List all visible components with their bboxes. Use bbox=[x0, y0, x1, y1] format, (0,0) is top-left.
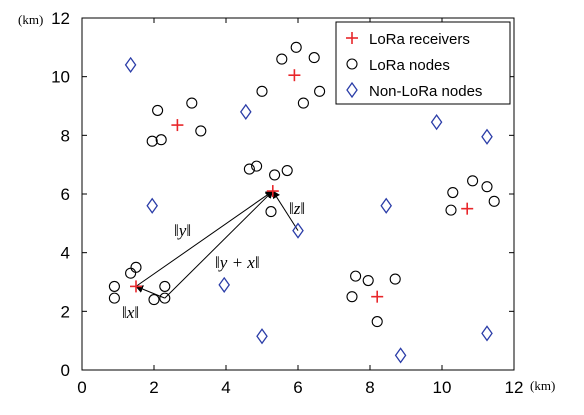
vector-arrow-y bbox=[135, 190, 274, 287]
y-tick-label: 4 bbox=[61, 244, 70, 263]
non-lora-node-point bbox=[256, 328, 268, 345]
lora-node-point bbox=[243, 163, 255, 175]
y-tick-label: 10 bbox=[51, 68, 70, 87]
lora-node-point bbox=[265, 206, 277, 218]
annotation-norm-x: ‖x‖ bbox=[122, 303, 139, 322]
lora-node-point bbox=[467, 175, 479, 187]
y-tick-label: 0 bbox=[61, 361, 70, 380]
non-lora-node-point bbox=[481, 325, 493, 342]
non-lora-node-point bbox=[481, 128, 493, 145]
lora-receiver-point bbox=[171, 119, 184, 132]
non-lora-node-point bbox=[292, 222, 304, 239]
annotation-norm-y-plus-x: ‖y + x‖ bbox=[215, 253, 260, 272]
lora-node-point bbox=[276, 53, 288, 65]
lora-node-point bbox=[481, 181, 493, 193]
lora-node-point bbox=[488, 195, 500, 207]
y-unit-label: (km) bbox=[18, 12, 43, 27]
annotation-norm-z: ‖z‖ bbox=[289, 199, 305, 218]
y-ticks: 0 2 4 6 8 10 12 bbox=[51, 9, 514, 380]
lora-node-point bbox=[350, 270, 362, 282]
non-lora-node-point bbox=[240, 103, 252, 120]
lora-node-point bbox=[256, 85, 268, 97]
legend-label-lora-nodes: LoRa nodes bbox=[369, 57, 450, 74]
lora-node-point bbox=[108, 292, 120, 304]
lora-node-point bbox=[346, 291, 358, 303]
non-lora-node-point bbox=[146, 197, 158, 214]
lora-node-point bbox=[445, 204, 457, 216]
lora-node-point bbox=[148, 294, 160, 306]
lora-receiver-point bbox=[130, 280, 142, 293]
non-lora-node-point bbox=[124, 56, 137, 74]
x-tick-label: 2 bbox=[149, 378, 158, 397]
lora-node-point bbox=[308, 52, 320, 64]
y-tick-label: 12 bbox=[51, 9, 70, 28]
lora-node-point bbox=[152, 104, 164, 116]
x-tick-label: 12 bbox=[505, 378, 524, 397]
x-unit-label: (km) bbox=[530, 378, 555, 393]
lora-node-point bbox=[146, 135, 158, 147]
non-lora-node-point bbox=[380, 197, 392, 214]
x-tick-label: 10 bbox=[433, 378, 452, 397]
lora-node-point bbox=[297, 97, 309, 109]
lora-receiver-point bbox=[266, 185, 279, 198]
lora-node-point bbox=[314, 85, 326, 97]
x-tick-label: 0 bbox=[77, 378, 86, 397]
lora-node-point bbox=[389, 273, 401, 285]
lora-node-point bbox=[159, 292, 171, 304]
legend-marker-lora-node-point bbox=[346, 58, 358, 70]
non-lora-node-point bbox=[218, 276, 230, 294]
lora-node-point bbox=[155, 134, 167, 146]
lora-node-point bbox=[108, 280, 120, 292]
lora-node-point bbox=[186, 97, 198, 109]
data-points bbox=[108, 41, 500, 364]
legend: LoRa receivers LoRa nodes Non-LoRa nodes bbox=[335, 21, 511, 105]
vector-arrow-y_plus_x bbox=[164, 190, 274, 299]
lora-node-point bbox=[251, 160, 263, 172]
legend-box bbox=[335, 21, 511, 105]
lora-node-point bbox=[195, 125, 207, 137]
legend-label-non-lora-nodes: Non-LoRa nodes bbox=[369, 83, 482, 100]
y-tick-label: 8 bbox=[61, 126, 70, 145]
annotation-norm-y: ‖y‖ bbox=[174, 221, 191, 240]
x-tick-label: 6 bbox=[293, 378, 302, 397]
lora-receiver-point bbox=[288, 69, 301, 82]
legend-marker-non-lora-node-point bbox=[346, 81, 358, 99]
vector-arrow-z bbox=[272, 190, 299, 231]
non-lora-node-point bbox=[394, 347, 407, 364]
non-lora-node-point bbox=[430, 114, 443, 131]
legend-marker-lora-receiver-point bbox=[346, 32, 358, 44]
lora-receiver-point bbox=[461, 202, 474, 215]
lora-node-point bbox=[290, 41, 302, 53]
x-tick-label: 8 bbox=[365, 378, 374, 397]
lora-node-point bbox=[269, 169, 281, 181]
legend-markers bbox=[346, 32, 358, 99]
legend-label-receivers: LoRa receivers bbox=[369, 31, 470, 48]
lora-node-point bbox=[125, 267, 137, 279]
lora-node-point bbox=[371, 316, 383, 328]
lora-node-point bbox=[447, 186, 459, 199]
lora-node-point bbox=[159, 280, 171, 292]
lora-node-point bbox=[130, 261, 142, 273]
lora-node-point bbox=[281, 164, 293, 177]
y-tick-label: 6 bbox=[61, 185, 70, 204]
x-tick-label: 4 bbox=[221, 378, 230, 397]
lora-node-point bbox=[362, 274, 374, 287]
lora-receiver-point bbox=[371, 290, 384, 303]
y-tick-label: 2 bbox=[61, 302, 70, 321]
